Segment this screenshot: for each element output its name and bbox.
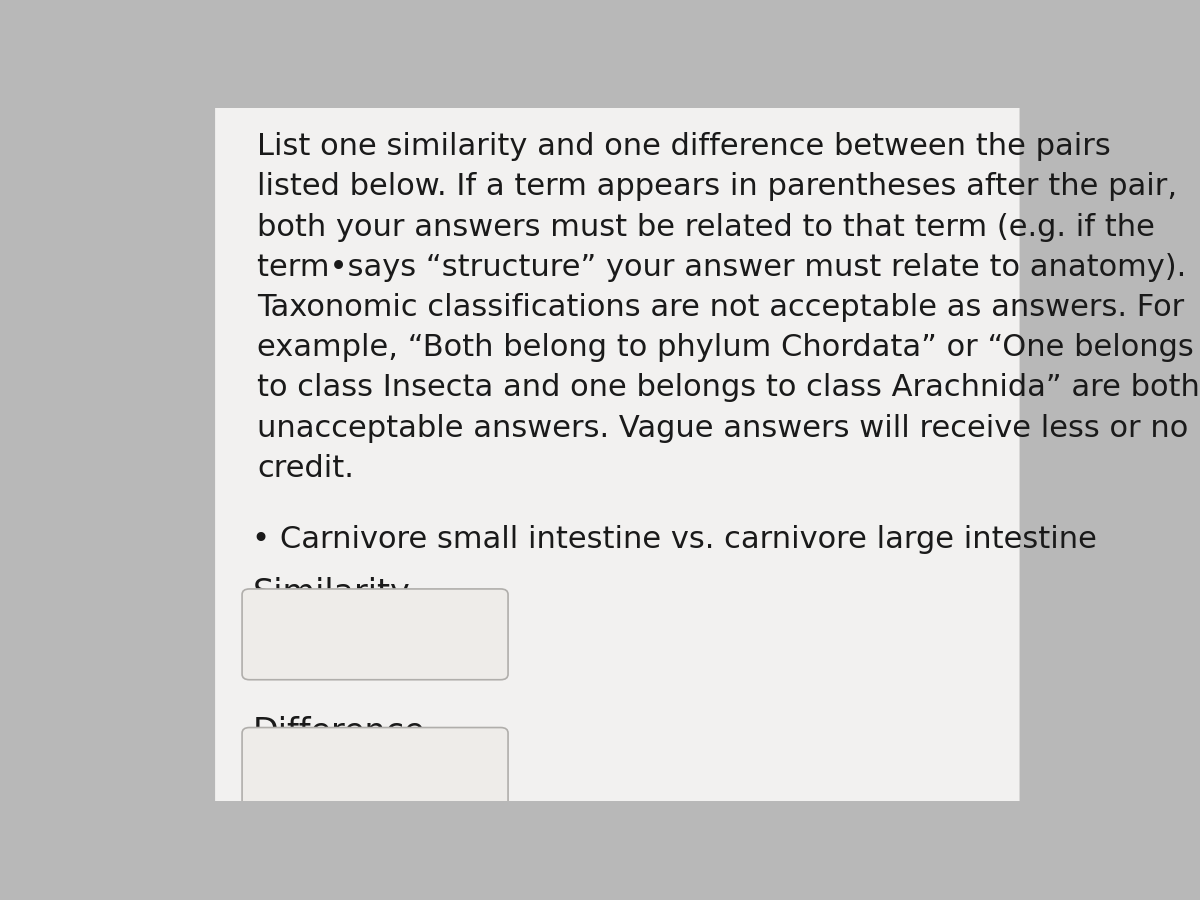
Text: to class Insecta and one belongs to class Arachnida” are both: to class Insecta and one belongs to clas… bbox=[257, 374, 1200, 402]
Text: unacceptable answers. Vague answers will receive less or no: unacceptable answers. Vague answers will… bbox=[257, 414, 1188, 443]
Text: Similarity: Similarity bbox=[252, 577, 410, 610]
Text: • Carnivore small intestine vs. carnivore large intestine: • Carnivore small intestine vs. carnivor… bbox=[252, 526, 1097, 554]
Text: Taxonomic classifications are not acceptable as answers. For: Taxonomic classifications are not accept… bbox=[257, 293, 1184, 322]
FancyBboxPatch shape bbox=[242, 589, 508, 680]
Text: List one similarity and one difference between the pairs: List one similarity and one difference b… bbox=[257, 132, 1111, 161]
Text: Difference: Difference bbox=[252, 716, 425, 749]
Text: listed below. If a term appears in parentheses after the pair,: listed below. If a term appears in paren… bbox=[257, 173, 1177, 202]
Text: term•says “structure” your answer must relate to anatomy).: term•says “structure” your answer must r… bbox=[257, 253, 1187, 282]
FancyBboxPatch shape bbox=[215, 104, 1020, 805]
Text: credit.: credit. bbox=[257, 454, 354, 482]
FancyBboxPatch shape bbox=[242, 727, 508, 818]
Text: example, “Both belong to phylum Chordata” or “One belongs: example, “Both belong to phylum Chordata… bbox=[257, 333, 1194, 362]
Text: both your answers must be related to that term (e.g. if the: both your answers must be related to tha… bbox=[257, 212, 1154, 241]
